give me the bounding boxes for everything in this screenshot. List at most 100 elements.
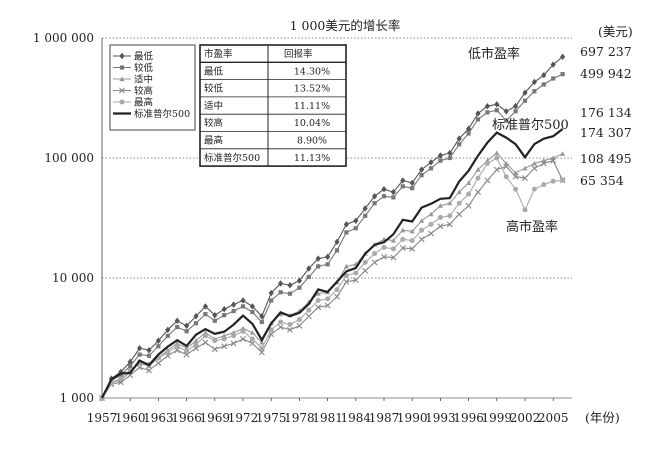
data-point — [400, 177, 406, 184]
data-point — [475, 175, 481, 181]
data-point — [202, 339, 209, 346]
data-point — [522, 207, 528, 213]
data-point — [202, 330, 208, 335]
table-cell: 较高 — [204, 117, 223, 129]
data-point — [146, 347, 152, 354]
data-point — [390, 188, 396, 196]
data-point — [334, 238, 340, 246]
data-point — [456, 135, 462, 142]
table-cell: 最高 — [204, 135, 223, 147]
data-point — [532, 89, 537, 94]
data-point — [513, 109, 518, 114]
x-tick-label: 1987 — [369, 411, 400, 425]
data-point — [118, 376, 124, 382]
data-point — [456, 211, 463, 218]
data-point — [353, 217, 359, 224]
data-point — [250, 309, 255, 315]
data-point — [316, 264, 321, 269]
table-header-cell: 市盈率 — [204, 48, 233, 60]
data-point — [456, 189, 462, 195]
data-point — [447, 155, 452, 161]
data-point — [409, 228, 415, 234]
data-point — [466, 191, 472, 197]
data-point — [503, 163, 510, 170]
table-row: 标准普尔500 11.13% — [204, 152, 330, 164]
data-point — [531, 78, 537, 86]
x-tick-label: 1960 — [115, 411, 146, 425]
data-point — [371, 259, 378, 266]
table-row: 较高 10.04% — [204, 117, 330, 129]
table-cell: 标准普尔500 — [204, 152, 260, 164]
legend-label: 最低 — [134, 51, 154, 63]
data-point — [484, 177, 491, 184]
data-point — [541, 182, 547, 188]
data-point — [409, 238, 415, 244]
data-point — [174, 343, 180, 349]
data-point — [231, 308, 236, 314]
x-tick-label: 1975 — [256, 411, 287, 425]
data-point — [184, 329, 189, 334]
end-value-label: 697 237 — [580, 44, 632, 59]
data-point — [513, 103, 519, 110]
data-point — [259, 313, 265, 320]
x-tick-label: 1972 — [228, 411, 259, 425]
data-point — [287, 321, 293, 327]
data-point — [249, 336, 255, 342]
data-point — [531, 186, 537, 192]
data-point — [419, 227, 425, 233]
data-point — [551, 76, 556, 81]
data-point — [306, 307, 312, 313]
table-cell: 较低 — [204, 83, 224, 95]
data-point — [512, 173, 519, 180]
legend-item: 最低 — [113, 51, 154, 63]
data-point — [503, 108, 509, 115]
data-point — [268, 289, 274, 297]
data-point — [287, 326, 293, 333]
x-tick-label: 1990 — [397, 411, 428, 425]
annotation-sp500: 标准普尔500 — [492, 118, 569, 133]
data-point — [466, 125, 472, 133]
data-point — [118, 373, 123, 378]
data-point — [193, 341, 199, 347]
data-point — [184, 322, 190, 329]
data-point — [296, 322, 303, 329]
table-row: 最高 8.90% — [204, 135, 327, 147]
data-point — [522, 165, 528, 171]
data-point — [447, 200, 453, 206]
data-point — [437, 223, 444, 230]
data-point — [409, 179, 415, 187]
data-point — [325, 262, 330, 267]
data-point — [485, 110, 490, 115]
data-point — [259, 319, 264, 325]
legend-item: 较高 — [113, 85, 153, 97]
data-point — [560, 151, 566, 156]
data-point — [306, 274, 311, 280]
data-point — [165, 326, 171, 334]
data-point — [258, 349, 265, 356]
data-point — [390, 237, 396, 243]
data-point — [119, 76, 125, 82]
data-point — [212, 318, 217, 323]
data-point — [119, 52, 125, 60]
data-point — [306, 265, 312, 272]
data-point — [466, 131, 471, 136]
data-point — [362, 267, 369, 274]
data-point — [193, 313, 199, 320]
data-point — [297, 285, 302, 290]
y-axis-unit-label: (美元) — [598, 24, 633, 39]
data-point — [513, 186, 519, 192]
data-point — [221, 336, 227, 342]
data-point — [428, 211, 434, 217]
data-point — [278, 319, 284, 325]
data-point — [175, 324, 180, 330]
data-point — [343, 278, 350, 285]
data-point — [249, 330, 255, 335]
legend-item: 标准普尔500 — [113, 108, 190, 120]
data-point — [193, 321, 199, 326]
data-point — [193, 345, 199, 352]
data-point — [174, 347, 181, 354]
data-point — [155, 360, 162, 367]
data-point — [362, 205, 368, 212]
data-point — [259, 339, 265, 345]
data-point — [343, 263, 349, 269]
